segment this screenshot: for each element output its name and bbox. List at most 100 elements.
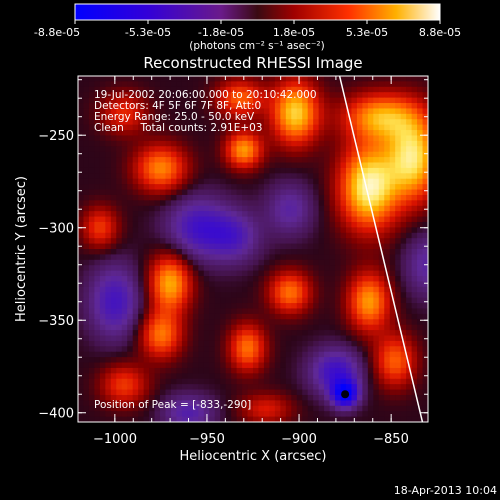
heatmap-cell [395, 184, 402, 191]
heatmap-cell [242, 373, 249, 380]
heatmap-cell [94, 221, 101, 228]
heatmap-cell [242, 303, 249, 310]
heatmap-cell [231, 189, 238, 196]
heatmap-cell [192, 151, 199, 158]
heatmap-cell [411, 340, 418, 347]
heatmap-cell [132, 130, 139, 137]
heatmap-cell [307, 265, 314, 272]
heatmap-cell [192, 167, 199, 174]
heatmap-cell [417, 173, 424, 180]
heatmap-cell [154, 400, 161, 407]
heatmap-cell [203, 389, 210, 396]
heatmap-cell [247, 313, 254, 320]
heatmap-cell [203, 211, 210, 218]
heatmap-cell [280, 189, 287, 196]
heatmap-cell [105, 319, 112, 326]
heatmap-cell [203, 303, 210, 310]
heatmap-cell [324, 86, 331, 93]
heatmap-cell [285, 297, 292, 304]
heatmap-cell [105, 389, 112, 396]
heatmap-cell [362, 384, 369, 391]
heatmap-cell [242, 335, 249, 342]
heatmap-cell [291, 389, 298, 396]
heatmap-cell [138, 173, 145, 180]
heatmap-cell [422, 167, 428, 174]
heatmap-cell [285, 411, 292, 418]
heatmap-cell [121, 86, 128, 93]
heatmap-cell [389, 97, 396, 104]
heatmap-cell [356, 151, 363, 158]
heatmap-cell [214, 335, 221, 342]
heatmap-cell [329, 308, 336, 315]
heatmap-cell [263, 76, 271, 83]
heatmap-cell [110, 319, 117, 326]
heatmap-cell [400, 76, 407, 83]
heatmap-cell [170, 211, 178, 218]
heatmap-cell [313, 157, 320, 164]
heatmap-cell [258, 184, 265, 191]
heatmap-cell [285, 400, 292, 407]
heatmap-cell [378, 373, 385, 380]
heatmap-cell [345, 384, 353, 391]
heatmap-cell [181, 335, 188, 342]
heatmap-cell [307, 373, 314, 380]
heatmap-cell [417, 232, 424, 239]
heatmap-cell [417, 297, 424, 304]
heatmap-cell [203, 384, 210, 391]
heatmap-cell [165, 76, 172, 83]
heatmap-cell [274, 124, 281, 131]
heatmap-cell [340, 319, 347, 326]
heatmap-cell [181, 308, 188, 315]
heatmap-cell [187, 286, 194, 293]
heatmap-cell [367, 249, 374, 256]
heatmap-cell [274, 378, 281, 385]
heatmap-cell [105, 340, 112, 347]
heatmap-cell [400, 216, 407, 223]
heatmap-cell [345, 167, 353, 174]
heatmap-cell [220, 157, 227, 164]
heatmap-cell [411, 319, 418, 326]
heatmap-cell [253, 221, 260, 228]
heatmap-cell [203, 81, 210, 88]
heatmap-cell [400, 108, 407, 115]
heatmap-cell [105, 97, 112, 104]
heatmap-cell [231, 303, 238, 310]
heatmap-cell [187, 86, 194, 93]
heatmap-cell [269, 200, 276, 207]
heatmap-cell [340, 400, 347, 407]
heatmap-cell [367, 124, 374, 131]
heatmap-cell [78, 92, 85, 99]
heatmap-cell [280, 162, 287, 169]
heatmap-cell [225, 281, 232, 288]
heatmap-cell [242, 351, 249, 358]
heatmap-cell [422, 389, 428, 396]
heatmap-cell [138, 113, 145, 120]
heatmap-cell [253, 357, 260, 364]
heatmap-cell [192, 346, 199, 353]
heatmap-cell [345, 330, 353, 337]
heatmap-cell [351, 211, 358, 218]
heatmap-cell [329, 319, 336, 326]
heatmap-cell [127, 130, 134, 137]
heatmap-cell [258, 373, 265, 380]
heatmap-cell [274, 373, 281, 380]
heatmap-cell [231, 97, 238, 104]
heatmap-cell [198, 135, 205, 142]
heatmap-cell [318, 103, 325, 110]
heatmap-cell [88, 221, 96, 228]
heatmap-cell [214, 400, 221, 407]
heatmap-cell [88, 216, 96, 223]
heatmap-cell [373, 373, 380, 380]
heatmap-cell [121, 227, 128, 234]
heatmap-cell [138, 405, 145, 412]
heatmap-cell [263, 313, 271, 320]
heatmap-cell [143, 389, 150, 396]
heatmap-cell [313, 313, 320, 320]
heatmap-cell [280, 394, 287, 401]
heatmap-cell [253, 286, 260, 293]
heatmap-cell [291, 394, 298, 401]
heatmap-cell [88, 178, 96, 185]
heatmap-cell [373, 249, 380, 256]
heatmap-cell [389, 394, 396, 401]
heatmap-cell [280, 346, 287, 353]
